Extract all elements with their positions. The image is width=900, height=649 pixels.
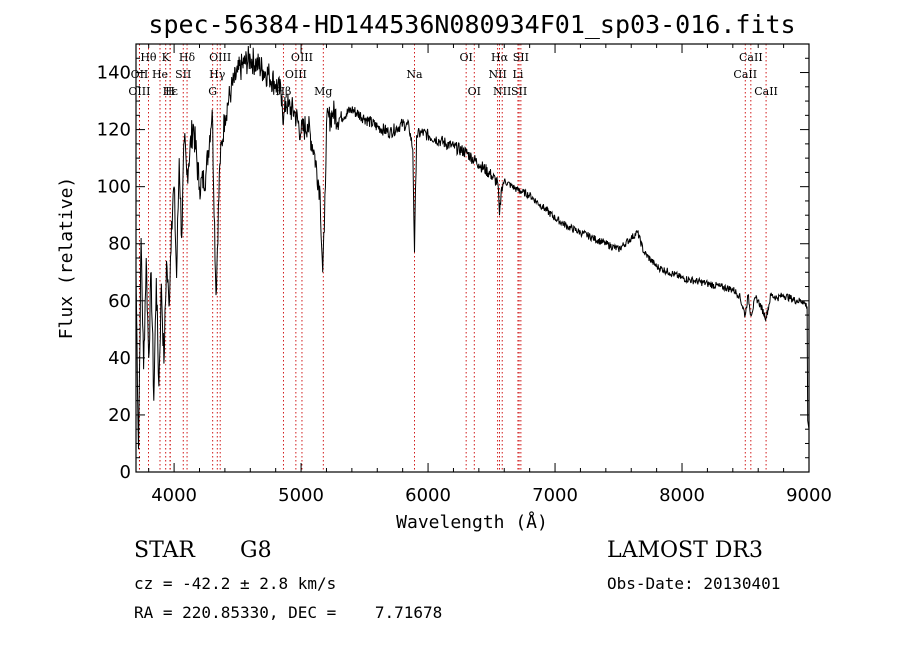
x-axis: 4000 5000 6000 7000 8000 9000 bbox=[148, 44, 832, 506]
y-tick-label-3: 60 bbox=[108, 291, 131, 312]
y-axis: 0 20 40 60 80 100 120 140 bbox=[97, 57, 809, 483]
spectral-line-markers bbox=[138, 44, 767, 472]
flux-series-line bbox=[135, 45, 810, 450]
marker-label-0: Hθ bbox=[140, 51, 157, 64]
marker-label-24: OI bbox=[468, 85, 481, 98]
x-axis-label: Wavelength (Å) bbox=[396, 511, 548, 533]
x-tick-label-3: 7000 bbox=[532, 485, 578, 506]
x-tick-label-0: 4000 bbox=[151, 485, 197, 506]
y-tick-label-2: 40 bbox=[108, 348, 131, 369]
marker-label-15: NII bbox=[488, 68, 506, 81]
marker-label-8: CaII bbox=[739, 51, 763, 64]
marker-label-25: NII bbox=[493, 85, 511, 98]
marker-label-20: H bbox=[165, 85, 175, 98]
y-tick-label-6: 120 bbox=[97, 120, 131, 141]
marker-label-5: OI bbox=[459, 51, 472, 64]
y-tick-label-7: 140 bbox=[97, 63, 131, 84]
x-tick-label-5: 9000 bbox=[786, 485, 832, 506]
marker-label-23: Mg bbox=[314, 85, 332, 98]
marker-label-11: SII bbox=[175, 68, 191, 81]
coordinates: RA = 220.85330, DEC = 7.71678 bbox=[134, 603, 443, 622]
marker-label-16: Li bbox=[513, 68, 524, 81]
survey-name: LAMOST DR3 bbox=[607, 538, 763, 563]
observation-date: Obs-Date: 20130401 bbox=[607, 574, 781, 593]
marker-label-2: Hδ bbox=[179, 51, 196, 64]
y-tick-label-5: 100 bbox=[97, 177, 131, 198]
y-axis-label: Flux (relative) bbox=[56, 177, 77, 340]
marker-label-12: Hγ bbox=[209, 68, 226, 81]
x-tick-label-2: 6000 bbox=[405, 485, 451, 506]
marker-label-1: K bbox=[162, 51, 171, 64]
object-class: STAR bbox=[134, 538, 195, 563]
marker-label-3: OIII bbox=[209, 51, 231, 64]
y-tick-label-4: 80 bbox=[108, 234, 131, 255]
chart-title: spec-56384-HD144536N080934F01_sp03-016.f… bbox=[148, 10, 795, 39]
marker-label-7: SII bbox=[513, 51, 529, 64]
marker-label-4: OIII bbox=[291, 51, 313, 64]
marker-label-6: Hα bbox=[491, 51, 509, 64]
marker-label-17: CaII bbox=[733, 68, 757, 81]
marker-label-13: OIII bbox=[285, 68, 307, 81]
marker-label-18: OIII bbox=[128, 85, 150, 98]
redshift-velocity: cz = -42.2 ± 2.8 km/s bbox=[134, 574, 337, 593]
marker-label-26: SII bbox=[511, 85, 527, 98]
marker-label-10: He bbox=[152, 68, 168, 81]
marker-label-21: G bbox=[208, 85, 217, 98]
y-tick-label-1: 20 bbox=[108, 405, 131, 426]
x-tick-label-4: 8000 bbox=[659, 485, 705, 506]
object-subclass: G8 bbox=[240, 538, 272, 563]
marker-label-9: OII bbox=[131, 68, 149, 81]
marker-label-19: Hε bbox=[163, 85, 179, 98]
y-tick-label-0: 0 bbox=[120, 462, 131, 483]
marker-label-14: Na bbox=[406, 68, 423, 81]
spectral-line-labels: Hθ K Hδ OIII OIII OI Hα SII CaII OII He SII Hγ OIII Na… bbox=[128, 51, 778, 98]
x-tick-label-1: 5000 bbox=[278, 485, 324, 506]
plot-frame bbox=[135, 43, 810, 473]
marker-label-27: CaII bbox=[754, 85, 778, 98]
